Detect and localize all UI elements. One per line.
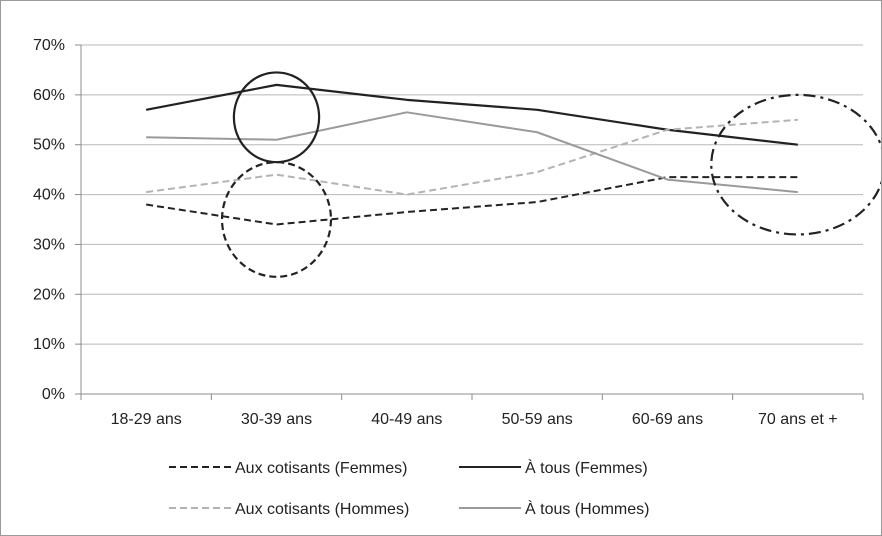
y-tick-label: 10% bbox=[33, 336, 65, 353]
legend: Aux cotisants (Femmes) À tous (Femmes) Aux… bbox=[169, 458, 649, 518]
x-tick-label: 50-59 ans bbox=[502, 411, 573, 428]
annotation-shapes bbox=[220, 71, 881, 278]
y-tick-label: 0% bbox=[42, 386, 65, 403]
y-tick-label: 40% bbox=[33, 187, 65, 204]
series-line-1 bbox=[146, 176, 798, 226]
y-tick-label: 20% bbox=[33, 286, 65, 303]
annotation-circle-2 bbox=[220, 161, 333, 278]
series-line-3 bbox=[146, 118, 798, 196]
x-tick-label: 60-69 ans bbox=[632, 411, 703, 428]
legend-label-2: À tous (Femmes) bbox=[525, 458, 648, 477]
legend-label-1: Aux cotisants (Femmes) bbox=[235, 460, 407, 477]
x-tick-label: 40-49 ans bbox=[371, 411, 442, 428]
y-tick-label: 60% bbox=[33, 87, 65, 104]
x-tick-label: 30-39 ans bbox=[241, 411, 312, 428]
gridlines bbox=[81, 44, 863, 345]
legend-label-3: Aux cotisants (Hommes) bbox=[235, 501, 409, 518]
annotation-ellipse-3 bbox=[710, 93, 881, 236]
series-lines bbox=[145, 83, 798, 226]
x-tick-label: 70 ans et + bbox=[758, 411, 838, 428]
x-axis: 18-29 ans 30-39 ans 40-49 ans 50-59 ans 60-6… bbox=[80, 394, 864, 428]
series-line-4 bbox=[146, 111, 798, 194]
x-tick-label: 18-29 ans bbox=[111, 411, 182, 428]
series-line-2 bbox=[145, 83, 798, 146]
y-axis: 0% 10% 20% 30% 40% 50% 60% 70% bbox=[33, 37, 863, 403]
legend-label-4: À tous (Hommes) bbox=[525, 499, 649, 518]
y-tick-label: 30% bbox=[33, 236, 65, 253]
y-tick-label: 70% bbox=[33, 37, 65, 54]
annotation-circle-1 bbox=[232, 71, 321, 164]
y-tick-label: 50% bbox=[33, 137, 65, 154]
